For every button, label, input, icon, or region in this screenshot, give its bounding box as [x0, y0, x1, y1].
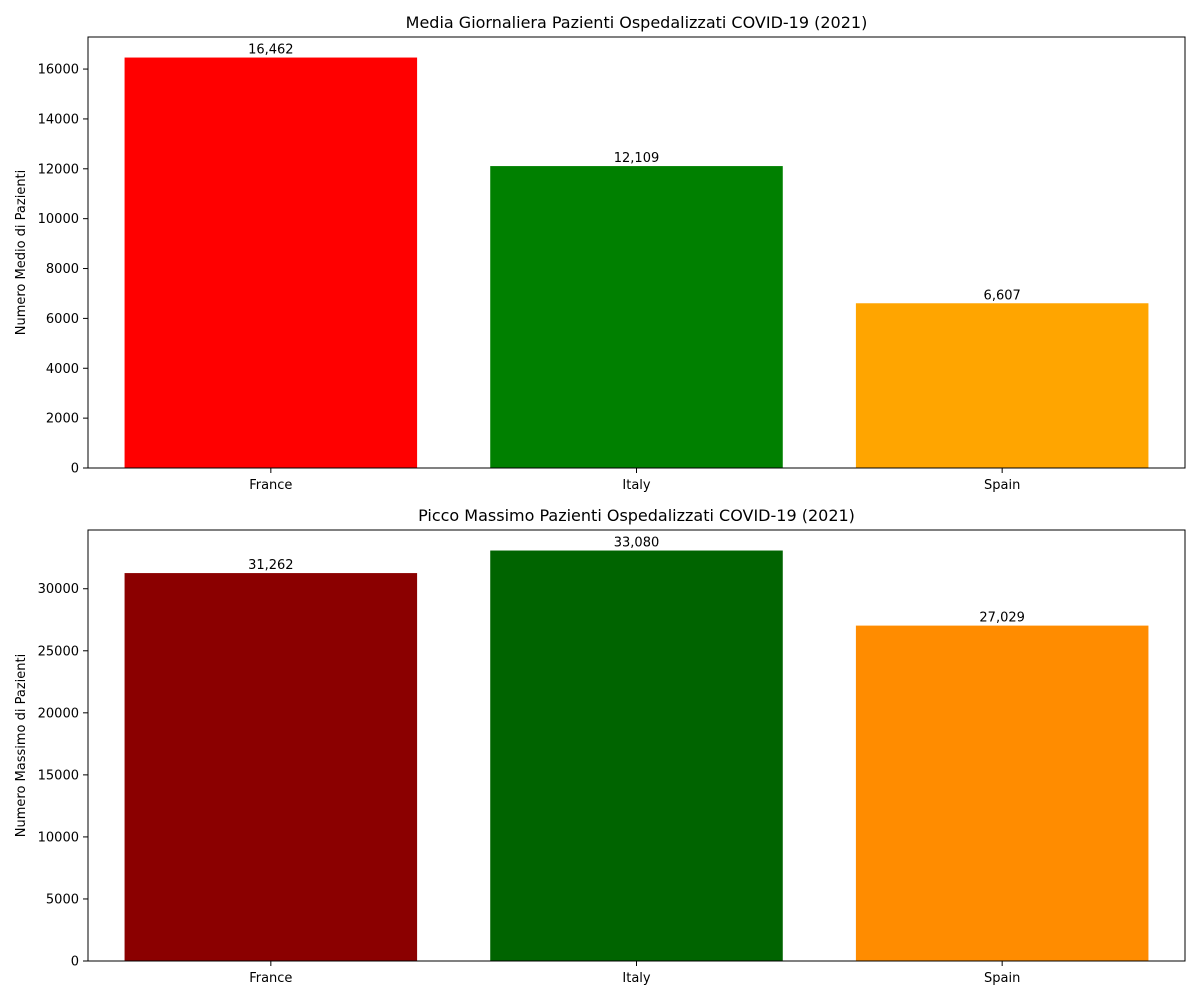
- chart-title: Media Giornaliera Pazienti Ospedalizzati…: [406, 13, 868, 32]
- y-tick-label: 6000: [46, 312, 79, 327]
- y-axis-label: Numero Massimo di Pazienti: [14, 654, 29, 837]
- x-tick-label: Italy: [622, 971, 651, 986]
- plot-frame: [87, 36, 1186, 469]
- bar-spain: [855, 303, 1149, 468]
- y-tick-label: 10000: [38, 830, 79, 845]
- y-tick-label: 8000: [46, 262, 79, 277]
- bar-italy: [490, 166, 783, 469]
- bar-france: [124, 57, 418, 469]
- value-label: 31,262: [248, 558, 294, 573]
- y-axis-label: Numero Medio di Pazienti: [14, 170, 29, 336]
- y-tick-label: 15000: [38, 768, 79, 783]
- bar-france: [124, 573, 418, 961]
- y-tick-label: 2000: [46, 412, 79, 427]
- y-tick-label: 30000: [38, 582, 79, 597]
- value-label: 12,109: [614, 151, 660, 166]
- plot-frame: [87, 529, 1186, 962]
- chart-2: Picco Massimo Pazienti Ospedalizzati COV…: [14, 506, 1186, 986]
- y-tick-label: 12000: [38, 162, 79, 177]
- chart-1: Media Giornaliera Pazienti Ospedalizzati…: [14, 13, 1186, 493]
- y-tick-label: 20000: [38, 706, 79, 721]
- y-tick-label: 10000: [38, 212, 79, 227]
- x-tick-label: France: [249, 478, 292, 493]
- x-tick-label: Italy: [622, 478, 651, 493]
- bar-spain: [855, 625, 1149, 961]
- value-label: 33,080: [614, 536, 660, 551]
- y-tick-label: 0: [71, 955, 79, 970]
- y-tick-label: 0: [71, 462, 79, 477]
- y-tick-label: 14000: [38, 112, 79, 127]
- y-tick-label: 25000: [38, 644, 79, 659]
- x-tick-label: France: [249, 971, 292, 986]
- x-tick-label: Spain: [984, 478, 1020, 493]
- value-label: 27,029: [979, 611, 1025, 626]
- y-tick-label: 5000: [46, 892, 79, 907]
- value-label: 16,462: [248, 43, 294, 58]
- y-tick-label: 4000: [46, 362, 79, 377]
- bar-italy: [490, 550, 783, 961]
- value-label: 6,607: [984, 288, 1021, 303]
- chart-title: Picco Massimo Pazienti Ospedalizzati COV…: [418, 506, 855, 525]
- y-tick-label: 16000: [38, 63, 79, 78]
- x-tick-label: Spain: [984, 971, 1020, 986]
